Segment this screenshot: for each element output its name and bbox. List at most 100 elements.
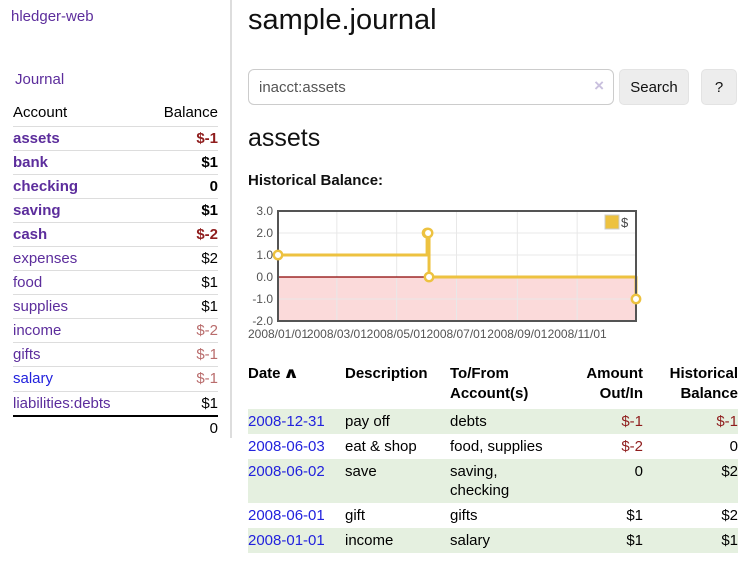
register-date-link[interactable]: 2008-12-31 [248, 413, 325, 430]
svg-text:$: $ [621, 215, 629, 230]
register-balance: 0 [729, 438, 738, 456]
search-button[interactable]: Search [619, 69, 689, 105]
account-link-expenses[interactable]: expenses [13, 250, 78, 268]
svg-text:2008/07/01: 2008/07/01 [426, 327, 486, 341]
account-balance: $1 [153, 390, 218, 416]
account-balance: $-1 [153, 366, 218, 392]
balance-column-header: Balance [163, 104, 218, 121]
account-link-gifts[interactable]: gifts [13, 346, 41, 364]
accounts-total-row: 0 [13, 414, 218, 440]
account-balance: $-1 [153, 342, 218, 367]
svg-text:2008/11/01: 2008/11/01 [548, 327, 607, 341]
register-accounts: food, supplies [450, 438, 543, 456]
register-amount: $1 [626, 507, 643, 525]
account-link-income[interactable]: income [13, 322, 62, 340]
register-amount: 0 [634, 463, 643, 481]
account-row: supplies $1 [13, 294, 218, 319]
account-balance: $1 [153, 270, 218, 295]
register-row: 2008-06-02 save saving, checking 0 $2 [248, 459, 738, 504]
svg-text:-2.0: -2.0 [252, 314, 273, 328]
page-title: sample.journal [248, 4, 437, 36]
register-description: gift [345, 507, 366, 525]
balance-chart: $3.0 2.0 1.0 0.0 -1.0 -2.02008/01/012008/03/0… [248, 204, 642, 341]
register-row: 2008-12-31 pay off debts $-1 $-1 [248, 409, 738, 435]
register-table: Date ∧ Description To/From Account(s) Amo… [248, 362, 738, 554]
account-link-salary[interactable]: salary [13, 370, 54, 388]
register-row: 2008-06-03 eat & shop food, supplies $-2… [248, 434, 738, 459]
account-balance: $2 [153, 246, 218, 271]
svg-text:2008/01/01: 2008/01/01 [248, 327, 308, 341]
accounts-table: Account Balance assets $-1 bank $1 check… [13, 102, 218, 440]
account-link-cash[interactable]: cash [13, 226, 48, 244]
register-balance: $2 [721, 463, 738, 481]
chart-title: Historical Balance: [248, 172, 384, 189]
column-header-description: Description [345, 365, 428, 382]
column-header-tofrom-accounts: To/From Account(s) [450, 365, 529, 402]
svg-text:1.0: 1.0 [256, 248, 273, 262]
column-header-date[interactable]: Date ∧ [248, 365, 299, 382]
svg-text:-1.0: -1.0 [252, 292, 273, 306]
main-content: sample.journal × Search ? assets Histori… [248, 0, 742, 582]
accounts-total-balance: 0 [153, 414, 218, 440]
register-amount: $-1 [621, 413, 643, 430]
account-balance: $1 [153, 294, 218, 319]
account-balance: $1 [153, 198, 218, 223]
account-row: assets $-1 [13, 125, 218, 151]
register-row: 2008-01-01 income salary $1 $1 [248, 528, 738, 554]
account-row: income $-2 [13, 318, 218, 343]
search-input[interactable] [248, 69, 614, 105]
account-row: checking 0 [13, 174, 218, 199]
account-row: cash $-2 [13, 222, 218, 247]
account-row: food $1 [13, 270, 218, 295]
svg-text:2008/05/01: 2008/05/01 [367, 327, 427, 341]
account-link-saving[interactable]: saving [13, 202, 61, 220]
sidebar-item-journal[interactable]: Journal [15, 71, 65, 88]
svg-text:2008/03/01: 2008/03/01 [307, 327, 367, 341]
account-balance: $1 [153, 150, 218, 175]
accounts-table-header: Account Balance [13, 102, 218, 127]
svg-text:2.0: 2.0 [256, 226, 273, 240]
register-date-link[interactable]: 2008-06-03 [248, 438, 325, 456]
register-accounts: gifts [450, 507, 478, 525]
account-row: bank $1 [13, 150, 218, 175]
app-brand-link[interactable]: hledger-web [11, 8, 94, 25]
column-header-historical-balance: Historical Balance [669, 365, 738, 402]
account-balance: $-2 [153, 318, 218, 343]
register-date-link[interactable]: 2008-06-01 [248, 507, 325, 525]
account-link-checking[interactable]: checking [13, 178, 79, 196]
account-row: liabilities:debts $1 [13, 390, 218, 416]
register-balance: $2 [721, 507, 738, 525]
register-amount: $-2 [621, 438, 643, 456]
register-date-link[interactable]: 2008-06-02 [248, 463, 325, 481]
account-row: expenses $2 [13, 246, 218, 271]
help-button[interactable]: ? [701, 69, 737, 105]
account-link-liabilities-debts[interactable]: liabilities:debts [13, 394, 111, 412]
account-link-supplies[interactable]: supplies [13, 298, 69, 316]
register-accounts: debts [450, 413, 487, 430]
column-header-amount: Amount Out/In [586, 365, 643, 402]
account-link-assets[interactable]: assets [13, 130, 60, 147]
register-balance: $1 [721, 532, 738, 550]
register-accounts: saving, checking [450, 463, 510, 500]
account-balance: $-2 [153, 222, 218, 247]
register-description: income [345, 532, 394, 550]
clear-search-icon[interactable]: × [594, 76, 604, 95]
account-column-header: Account [13, 104, 68, 121]
svg-text:2008/09/01: 2008/09/01 [487, 327, 547, 341]
svg-text:3.0: 3.0 [256, 204, 273, 218]
register-description: eat & shop [345, 438, 417, 456]
register-date-link[interactable]: 2008-01-01 [248, 532, 325, 550]
sidebar-divider [230, 0, 232, 438]
register-header-row: Date ∧ Description To/From Account(s) Amo… [248, 362, 738, 409]
account-link-bank[interactable]: bank [13, 154, 49, 172]
register-amount: $1 [626, 532, 643, 550]
account-row: salary $-1 [13, 366, 218, 392]
account-balance: $-1 [153, 125, 218, 151]
account-row: gifts $-1 [13, 342, 218, 367]
register-accounts: salary [450, 532, 491, 550]
sort-ascending-icon: ∧ [282, 365, 299, 382]
account-link-food[interactable]: food [13, 274, 43, 292]
account-balance: 0 [153, 174, 218, 199]
register-row: 2008-06-01 gift gifts $1 $2 [248, 503, 738, 528]
svg-text:0.0: 0.0 [256, 270, 273, 284]
